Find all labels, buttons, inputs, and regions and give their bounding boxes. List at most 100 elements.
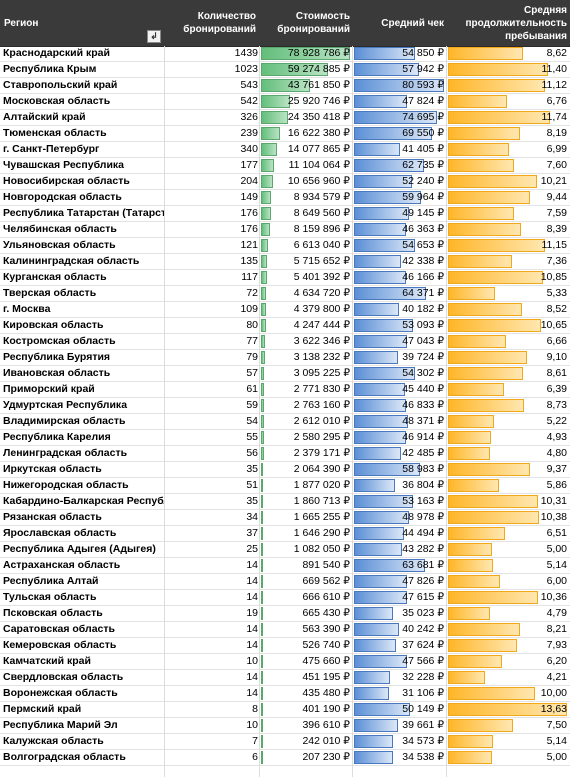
region-cell[interactable]: Нижегородская область — [3, 479, 129, 491]
stay-cell[interactable]: 5,22 — [448, 414, 569, 429]
region-cell[interactable]: Краснодарский край — [3, 47, 110, 59]
cost-cell[interactable]: 2 763 160 ₽ — [261, 398, 352, 413]
avg-check-cell[interactable]: 45 440 ₽ — [354, 382, 446, 397]
table-row[interactable]: Тюменская область 239 16 622 380 ₽ 69 550 ₽… — [0, 126, 570, 142]
table-row[interactable]: Калужская область 7 242 010 ₽ 34 573 ₽ 5,14 — [0, 734, 570, 750]
stay-cell[interactable]: 6,00 — [448, 574, 569, 589]
cost-cell[interactable]: 665 430 ₽ — [261, 606, 352, 621]
stay-cell[interactable]: 5,00 — [448, 750, 569, 765]
cost-cell[interactable]: 563 390 ₽ — [261, 622, 352, 637]
avg-check-cell[interactable]: 46 363 ₽ — [354, 222, 446, 237]
cost-cell[interactable]: 1 665 255 ₽ — [261, 510, 352, 525]
table-row[interactable]: Кировская область 80 4 247 444 ₽ 53 093 ₽ 10… — [0, 318, 570, 334]
table-row[interactable]: Новосибирская область 204 10 656 960 ₽ 52 2… — [0, 174, 570, 190]
count-cell[interactable]: 542 — [240, 95, 258, 107]
cost-cell[interactable]: 666 610 ₽ — [261, 590, 352, 605]
table-row[interactable]: Новгородская область 149 8 934 579 ₽ 59 964… — [0, 190, 570, 206]
region-cell[interactable]: Саратовская область — [3, 623, 115, 635]
count-cell[interactable]: 14 — [246, 687, 258, 699]
stay-cell[interactable]: 5,33 — [448, 286, 569, 301]
region-cell[interactable]: Рязанская область — [3, 511, 102, 523]
stay-cell[interactable]: 10,85 — [448, 270, 569, 285]
avg-check-cell[interactable]: 34 538 ₽ — [354, 750, 446, 765]
count-cell[interactable]: 7 — [252, 735, 258, 747]
region-cell[interactable]: Республика Крым — [3, 63, 97, 75]
cost-cell[interactable]: 1 646 290 ₽ — [261, 526, 352, 541]
avg-check-cell[interactable]: 46 914 ₽ — [354, 430, 446, 445]
table-row[interactable]: Республика Крым 1023 59 274 885 ₽ 57 942 ₽ 1… — [0, 62, 570, 78]
cost-cell[interactable]: 242 010 ₽ — [261, 734, 352, 749]
avg-check-cell[interactable]: 58 983 ₽ — [354, 462, 446, 477]
count-cell[interactable]: 10 — [246, 655, 258, 667]
table-row[interactable]: Кабардино-Балкарская Республика 35 1 860 7… — [0, 494, 570, 510]
cost-cell[interactable]: 435 480 ₽ — [261, 686, 352, 701]
stay-cell[interactable]: 5,86 — [448, 478, 569, 493]
count-cell[interactable]: 59 — [246, 399, 258, 411]
avg-check-cell[interactable]: 54 850 ₽ — [354, 46, 446, 61]
stay-cell[interactable]: 7,59 — [448, 206, 569, 221]
avg-check-cell[interactable]: 74 695 ₽ — [354, 110, 446, 125]
table-row[interactable]: Тверская область 72 4 634 720 ₽ 64 371 ₽ 5,3… — [0, 286, 570, 302]
count-cell[interactable]: 56 — [246, 447, 258, 459]
table-row[interactable]: Костромская область 77 3 622 346 ₽ 47 043 ₽… — [0, 334, 570, 350]
cost-cell[interactable]: 14 077 865 ₽ — [261, 142, 352, 157]
avg-check-cell[interactable]: 48 371 ₽ — [354, 414, 446, 429]
table-row[interactable]: Челябинская область 176 8 159 896 ₽ 46 363 … — [0, 222, 570, 238]
sort-filter-icon[interactable]: ↲ — [147, 30, 161, 43]
table-row[interactable]: Калининградская область 135 5 715 652 ₽ 42 … — [0, 254, 570, 270]
count-cell[interactable]: 35 — [246, 495, 258, 507]
region-cell[interactable]: Ивановская область — [3, 367, 111, 379]
cost-cell[interactable]: 2 771 830 ₽ — [261, 382, 352, 397]
count-cell[interactable]: 35 — [246, 463, 258, 475]
count-cell[interactable]: 77 — [246, 335, 258, 347]
count-cell[interactable]: 57 — [246, 367, 258, 379]
table-row[interactable]: Нижегородская область 51 1 877 020 ₽ 36 804… — [0, 478, 570, 494]
table-row[interactable]: Кемеровская область 14 526 740 ₽ 37 624 ₽ 7,… — [0, 638, 570, 654]
table-row[interactable]: Ярославская область 37 1 646 290 ₽ 44 494 ₽… — [0, 526, 570, 542]
avg-check-cell[interactable]: 62 735 ₽ — [354, 158, 446, 173]
region-cell[interactable]: Иркутская область — [3, 463, 102, 475]
stay-cell[interactable]: 10,00 — [448, 686, 569, 701]
avg-check-cell[interactable]: 40 182 ₽ — [354, 302, 446, 317]
count-cell[interactable]: 176 — [240, 223, 258, 235]
table-row[interactable]: Ставропольский край 543 43 761 850 ₽ 80 593… — [0, 78, 570, 94]
avg-check-cell[interactable]: 47 826 ₽ — [354, 574, 446, 589]
table-row[interactable]: Ульяновская область 121 6 613 040 ₽ 54 653 … — [0, 238, 570, 254]
table-row[interactable]: Волгоградская область 6 207 230 ₽ 34 538 ₽ 5… — [0, 750, 570, 766]
stay-cell[interactable]: 9,44 — [448, 190, 569, 205]
table-row[interactable]: Воронежская область 14 435 480 ₽ 31 106 ₽ 10… — [0, 686, 570, 702]
table-row[interactable]: Псковская область 19 665 430 ₽ 35 023 ₽ 4,79 — [0, 606, 570, 622]
region-cell[interactable]: г. Санкт-Петербург — [3, 143, 100, 155]
count-cell[interactable]: 34 — [246, 511, 258, 523]
table-row[interactable]: Республика Адыгея (Адыгея) 25 1 082 050 ₽ 4… — [0, 542, 570, 558]
cost-cell[interactable]: 475 660 ₽ — [261, 654, 352, 669]
header-region[interactable]: Регион — [0, 0, 164, 46]
table-row[interactable]: Республика Алтай 14 669 562 ₽ 47 826 ₽ 6,00 — [0, 574, 570, 590]
stay-cell[interactable]: 6,76 — [448, 94, 569, 109]
count-cell[interactable]: 10 — [246, 719, 258, 731]
stay-cell[interactable]: 7,36 — [448, 254, 569, 269]
stay-cell[interactable]: 6,99 — [448, 142, 569, 157]
count-cell[interactable]: 79 — [246, 351, 258, 363]
table-row[interactable]: Саратовская область 14 563 390 ₽ 40 242 ₽ 8,… — [0, 622, 570, 638]
table-row[interactable]: г. Москва 109 4 379 800 ₽ 40 182 ₽ 8,52 — [0, 302, 570, 318]
stay-cell[interactable]: 4,79 — [448, 606, 569, 621]
cost-cell[interactable]: 3 622 346 ₽ — [261, 334, 352, 349]
stay-cell[interactable]: 7,93 — [448, 638, 569, 653]
stay-cell[interactable]: 6,20 — [448, 654, 569, 669]
stay-cell[interactable]: 4,21 — [448, 670, 569, 685]
stay-cell[interactable]: 4,93 — [448, 430, 569, 445]
stay-cell[interactable]: 7,50 — [448, 718, 569, 733]
avg-check-cell[interactable]: 52 240 ₽ — [354, 174, 446, 189]
avg-check-cell[interactable]: 35 023 ₽ — [354, 606, 446, 621]
avg-check-cell[interactable]: 43 282 ₽ — [354, 542, 446, 557]
stay-cell[interactable]: 13,63 — [448, 702, 569, 717]
region-cell[interactable]: Республика Карелия — [3, 431, 111, 443]
cost-cell[interactable]: 5 401 392 ₽ — [261, 270, 352, 285]
stay-cell[interactable]: 11,40 — [448, 62, 569, 77]
avg-check-cell[interactable]: 46 833 ₽ — [354, 398, 446, 413]
table-row[interactable]: Рязанская область 34 1 665 255 ₽ 48 978 ₽ 10… — [0, 510, 570, 526]
count-cell[interactable]: 135 — [240, 255, 258, 267]
stay-cell[interactable]: 10,21 — [448, 174, 569, 189]
cost-cell[interactable]: 59 274 885 ₽ — [261, 62, 352, 77]
